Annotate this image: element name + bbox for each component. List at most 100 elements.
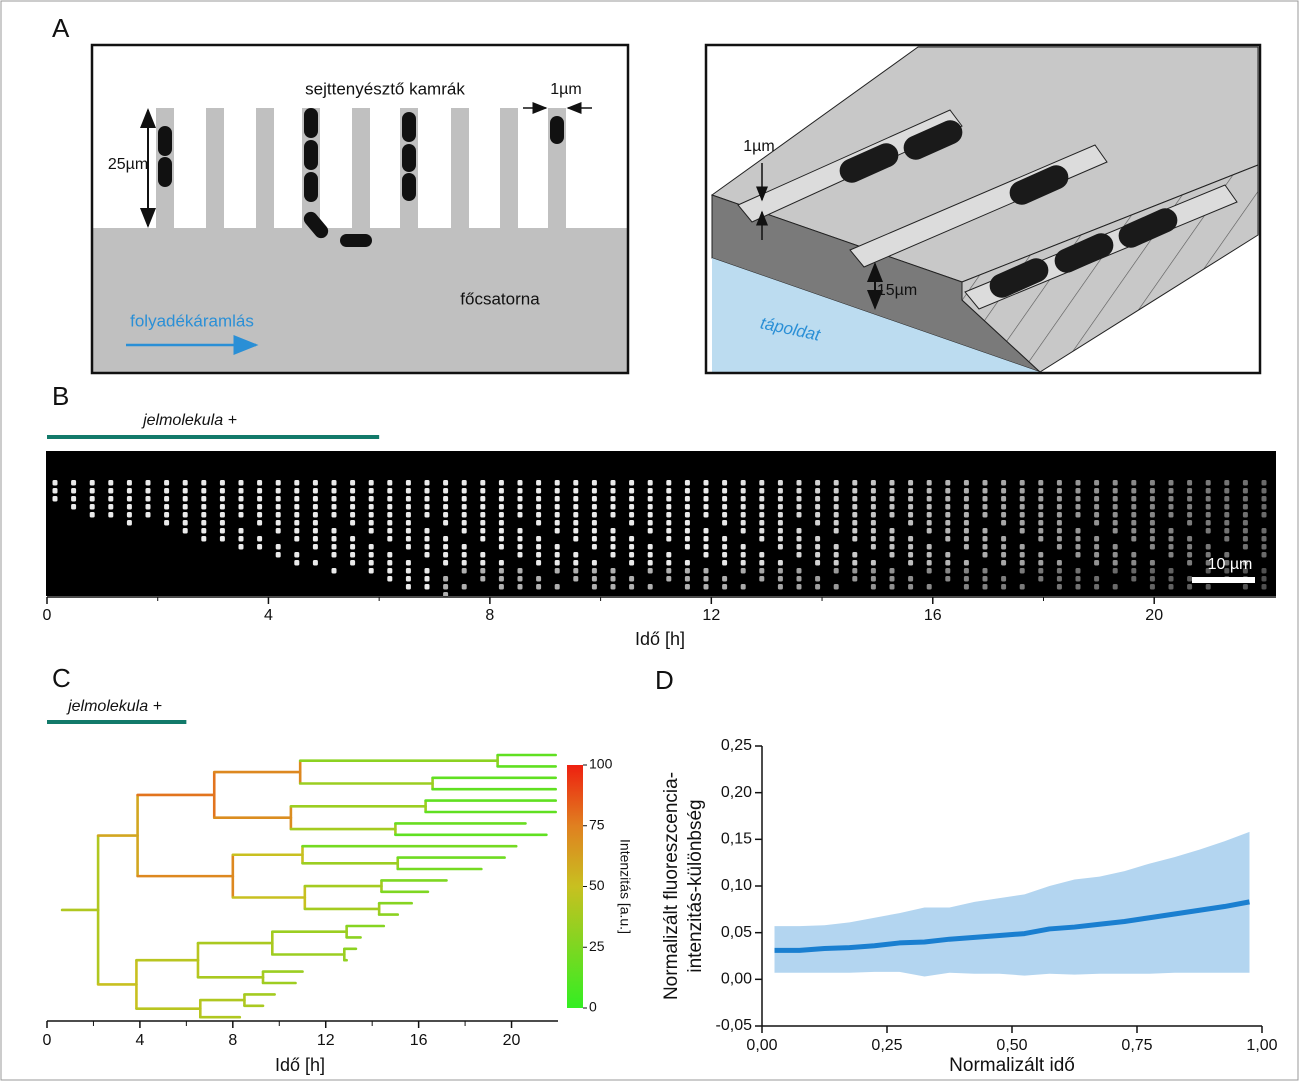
kymograph-cell	[1205, 568, 1211, 574]
kymograph-cell	[1019, 528, 1025, 534]
x-tick-label: 0,00	[746, 1037, 777, 1054]
kymograph-cell	[443, 480, 449, 486]
kymograph-cell	[759, 480, 765, 486]
kymograph-cell	[517, 480, 523, 486]
kymograph-cell	[1187, 504, 1193, 510]
kymograph-cell	[833, 512, 839, 518]
kymograph-cell	[164, 496, 170, 502]
kymograph-cell	[1205, 520, 1211, 526]
kymograph-cell	[1038, 520, 1044, 526]
kymograph-cell	[852, 528, 858, 534]
kymograph-cell	[610, 504, 616, 510]
y-tick-label: -0,05	[716, 1017, 753, 1034]
kymograph-cell	[610, 512, 616, 518]
kymograph-cell	[647, 552, 653, 558]
kymograph-cell	[52, 488, 58, 494]
kymograph-cell	[722, 512, 728, 518]
kymograph-cell	[647, 488, 653, 494]
kymograph-cell	[1001, 512, 1007, 518]
kymograph-cell	[1131, 520, 1137, 526]
kymograph-cell	[963, 488, 969, 494]
kymograph-cell	[1149, 544, 1155, 550]
kymograph-cell	[424, 584, 430, 590]
kymograph-cell	[554, 504, 560, 510]
kymograph-cell	[387, 560, 393, 566]
kymograph-cell	[368, 520, 374, 526]
kymograph-cell	[275, 528, 281, 534]
kymograph-cell	[852, 536, 858, 542]
kymograph-cell	[424, 512, 430, 518]
kymograph-cell	[889, 504, 895, 510]
kymograph-cell	[815, 544, 821, 550]
kymograph-cell	[870, 544, 876, 550]
kymograph-cell	[536, 560, 542, 566]
kymograph-cell	[554, 488, 560, 494]
kymograph-cell	[647, 560, 653, 566]
kymograph-cell	[405, 584, 411, 590]
kymograph-cell	[1112, 568, 1118, 574]
kymograph-cell	[201, 480, 207, 486]
kymograph-cell	[1038, 552, 1044, 558]
kymograph-cell	[1261, 584, 1267, 590]
kymograph-cell	[684, 560, 690, 566]
kymograph-cell	[1075, 536, 1081, 542]
kymograph-cell	[1187, 488, 1193, 494]
kymograph-cell	[684, 520, 690, 526]
kymograph-cell	[498, 488, 504, 494]
kymograph-cell	[331, 536, 337, 542]
kymograph-cell	[889, 488, 895, 494]
kymograph-cell	[1019, 544, 1025, 550]
kymograph-cell	[666, 528, 672, 534]
kymograph-cell	[368, 480, 374, 486]
kymograph-cell	[852, 488, 858, 494]
kymograph-cell	[1224, 496, 1230, 502]
kymograph-cell	[666, 504, 672, 510]
kymograph-cell	[1224, 488, 1230, 494]
kymograph-cell	[1075, 568, 1081, 574]
kymograph-cell	[238, 504, 244, 510]
kymograph-cell	[982, 544, 988, 550]
kymograph-cell	[1112, 584, 1118, 590]
kymograph-cell	[368, 512, 374, 518]
kymograph-cell	[1242, 528, 1248, 534]
kymograph-cell	[610, 552, 616, 558]
kymograph-cell	[629, 560, 635, 566]
kymograph-cell	[164, 488, 170, 494]
kymograph-cell	[238, 528, 244, 534]
kymograph-cell	[219, 528, 225, 534]
kymograph-cell	[238, 496, 244, 502]
kymograph-cell	[1205, 560, 1211, 566]
kymograph-cell	[443, 512, 449, 518]
kymograph-cell	[703, 568, 709, 574]
kymograph-cell	[852, 552, 858, 558]
kymograph-cell	[852, 512, 858, 518]
kymograph-cell	[1168, 488, 1174, 494]
kymograph-cell	[89, 496, 95, 502]
kymograph-cell	[1075, 576, 1081, 582]
kymograph-cell	[1131, 536, 1137, 542]
kymograph-cell	[498, 480, 504, 486]
kymograph-cell	[759, 520, 765, 526]
kymograph-cell	[815, 480, 821, 486]
kymograph-cell	[294, 552, 300, 558]
kymograph-cell	[1149, 520, 1155, 526]
kymograph-cell	[424, 536, 430, 542]
kymograph-cell	[498, 560, 504, 566]
kymograph-cell	[517, 488, 523, 494]
kymograph-cell	[275, 552, 281, 558]
kymograph-cell	[498, 512, 504, 518]
kymograph-cell	[647, 528, 653, 534]
kymograph-cell	[257, 480, 263, 486]
kymograph-cell	[852, 504, 858, 510]
kymograph-cell	[945, 560, 951, 566]
kymograph-cell	[219, 512, 225, 518]
kymograph-cell	[703, 488, 709, 494]
kymograph-cell	[238, 536, 244, 542]
kymograph-cell	[1056, 512, 1062, 518]
kymograph-cell	[852, 520, 858, 526]
kymograph-cell	[815, 560, 821, 566]
kymograph-cell	[684, 576, 690, 582]
kymograph-cell	[908, 488, 914, 494]
kymograph-cell	[331, 488, 337, 494]
kymograph-cell	[1149, 536, 1155, 542]
